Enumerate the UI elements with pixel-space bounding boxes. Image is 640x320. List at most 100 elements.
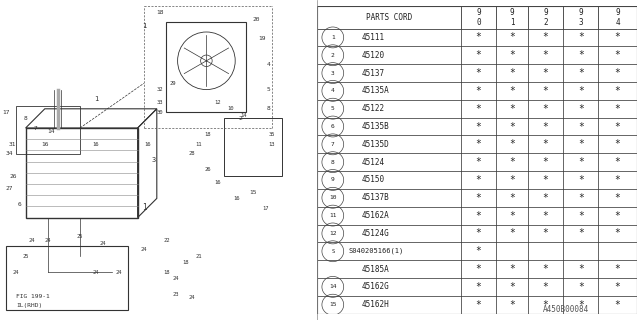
Text: 8: 8	[24, 116, 28, 121]
Text: *: *	[476, 86, 481, 96]
Text: 9
2: 9 2	[543, 8, 548, 27]
Text: *: *	[476, 50, 481, 60]
Text: *: *	[614, 122, 621, 132]
Text: 3: 3	[152, 157, 156, 163]
Text: 32: 32	[157, 87, 163, 92]
Text: *: *	[509, 264, 515, 274]
Text: 45120: 45120	[362, 51, 385, 60]
Text: *: *	[578, 282, 584, 292]
Text: 13: 13	[269, 141, 275, 147]
Text: *: *	[476, 104, 481, 114]
Text: 25: 25	[77, 234, 83, 239]
Text: *: *	[578, 175, 584, 185]
Text: *: *	[476, 122, 481, 132]
Text: *: *	[509, 211, 515, 220]
Text: *: *	[614, 300, 621, 310]
Text: 7: 7	[331, 142, 335, 147]
Text: 16: 16	[214, 180, 221, 185]
Text: *: *	[476, 175, 481, 185]
Text: 24: 24	[173, 276, 179, 281]
Text: IL(RHD): IL(RHD)	[16, 303, 42, 308]
Text: *: *	[578, 122, 584, 132]
Text: *: *	[509, 86, 515, 96]
Text: *: *	[543, 264, 548, 274]
Text: 9
4: 9 4	[615, 8, 620, 27]
Text: 11: 11	[329, 213, 337, 218]
Text: *: *	[543, 175, 548, 185]
Text: 45162G: 45162G	[362, 282, 389, 292]
Text: 9
0: 9 0	[476, 8, 481, 27]
Text: 10: 10	[329, 195, 337, 200]
Text: *: *	[578, 68, 584, 78]
Text: *: *	[476, 300, 481, 310]
Text: 15: 15	[329, 302, 337, 307]
Text: *: *	[543, 228, 548, 238]
Text: S: S	[331, 249, 335, 254]
Text: 1: 1	[94, 96, 98, 102]
Text: 10: 10	[227, 106, 234, 111]
Text: *: *	[509, 68, 515, 78]
Text: 25: 25	[22, 253, 29, 259]
Text: *: *	[614, 86, 621, 96]
Text: 17: 17	[3, 109, 10, 115]
Text: *: *	[543, 68, 548, 78]
Text: 26: 26	[205, 167, 211, 172]
Text: 27: 27	[6, 186, 13, 191]
Text: 18: 18	[163, 269, 170, 275]
Text: 4: 4	[331, 88, 335, 93]
Text: *: *	[578, 211, 584, 220]
Text: *: *	[476, 157, 481, 167]
Text: 12: 12	[329, 231, 337, 236]
Text: 28: 28	[189, 151, 195, 156]
Text: 24: 24	[13, 269, 19, 275]
Text: *: *	[476, 32, 481, 43]
Text: *: *	[614, 264, 621, 274]
Text: 7: 7	[33, 125, 37, 131]
Text: 6: 6	[331, 124, 335, 129]
Text: *: *	[476, 228, 481, 238]
Text: 45185A: 45185A	[362, 265, 389, 274]
Text: *: *	[578, 228, 584, 238]
Text: *: *	[509, 282, 515, 292]
Text: *: *	[476, 139, 481, 149]
Text: PARTS CORD: PARTS CORD	[365, 13, 412, 22]
Text: 45135A: 45135A	[362, 86, 389, 95]
Text: *: *	[509, 50, 515, 60]
Text: *: *	[476, 68, 481, 78]
Text: 11: 11	[195, 141, 202, 147]
Text: 22: 22	[163, 237, 170, 243]
Text: A450B00084: A450B00084	[543, 305, 589, 314]
Text: FIG 199-1: FIG 199-1	[16, 294, 50, 299]
Text: 14: 14	[329, 284, 337, 289]
Text: 9
1: 9 1	[509, 8, 515, 27]
Text: *: *	[509, 139, 515, 149]
Text: 1: 1	[331, 35, 335, 40]
Text: *: *	[614, 228, 621, 238]
Text: *: *	[614, 175, 621, 185]
Text: *: *	[543, 300, 548, 310]
Text: 45124: 45124	[362, 158, 385, 167]
Text: *: *	[543, 86, 548, 96]
Text: *: *	[578, 157, 584, 167]
Text: 5: 5	[331, 106, 335, 111]
Text: 34: 34	[6, 151, 13, 156]
Bar	[6, 246, 128, 310]
Text: 24: 24	[189, 295, 195, 300]
Text: 14: 14	[47, 129, 55, 134]
Text: 16: 16	[234, 196, 240, 201]
Text: 12: 12	[214, 100, 221, 105]
Text: 14: 14	[240, 113, 246, 118]
Text: *: *	[578, 193, 584, 203]
Text: *: *	[476, 211, 481, 220]
Text: 45122: 45122	[362, 104, 385, 113]
Text: 16: 16	[93, 141, 99, 147]
Text: 18: 18	[156, 10, 164, 15]
Text: 8: 8	[331, 160, 335, 165]
Text: *: *	[476, 246, 481, 256]
Text: 6: 6	[17, 202, 21, 207]
Text: 45124G: 45124G	[362, 229, 389, 238]
Text: *: *	[543, 104, 548, 114]
Text: 45135D: 45135D	[362, 140, 389, 149]
Text: *: *	[578, 264, 584, 274]
Text: *: *	[509, 228, 515, 238]
